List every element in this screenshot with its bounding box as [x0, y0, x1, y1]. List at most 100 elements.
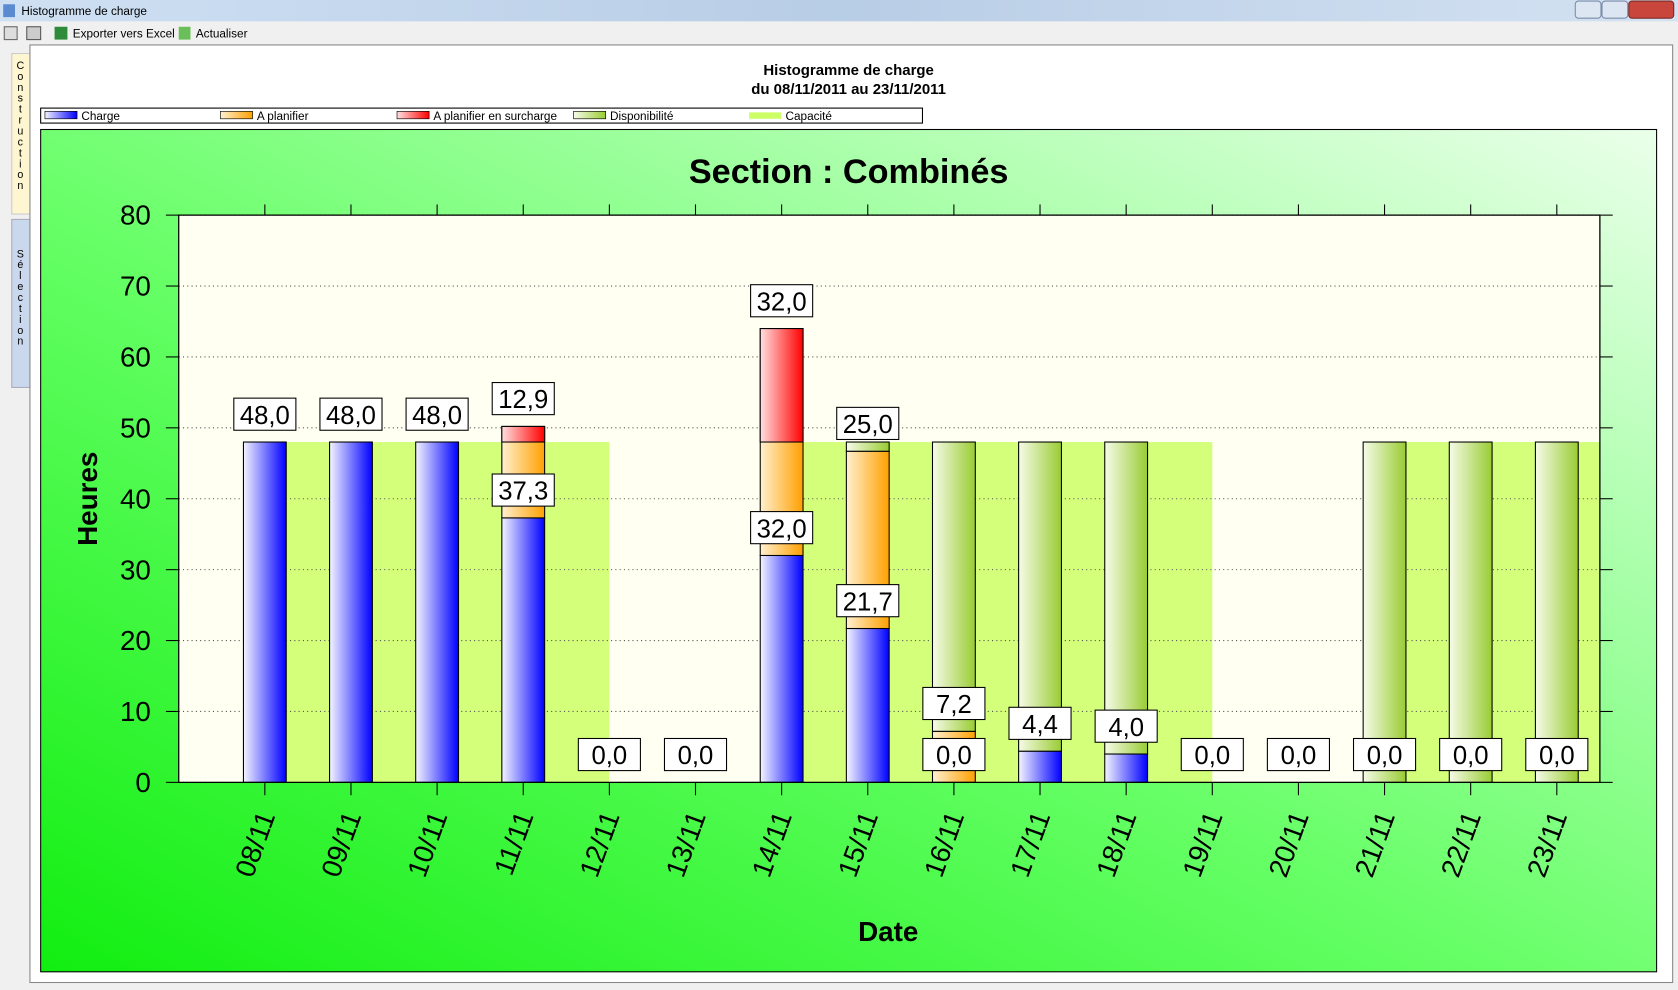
value-label-box — [836, 406, 900, 441]
bar-segment — [1018, 750, 1062, 783]
bar-segment — [501, 425, 546, 443]
value-label-box — [491, 473, 555, 507]
value-label: 4,4 — [1022, 711, 1058, 739]
title-bar — [0, 0, 1678, 22]
plot-border — [178, 214, 1601, 784]
value-label: 21,7 — [843, 588, 893, 616]
legend — [40, 107, 924, 124]
y-tick-label: 20 — [120, 625, 151, 656]
value-label: 0,0 — [1453, 742, 1489, 770]
value-label-box — [1439, 737, 1503, 772]
bar-segment — [845, 627, 890, 783]
value-label: 0,0 — [936, 742, 972, 770]
legend-swatch — [573, 110, 607, 120]
bar-segment — [759, 328, 804, 443]
value-label-box — [1352, 737, 1417, 772]
legend-label: A planifier en surcharge — [433, 110, 557, 123]
y-tick-label: 0 — [135, 767, 150, 798]
side-tab-label: Sélection — [14, 248, 26, 346]
value-label-box — [577, 737, 641, 772]
y-tick-label: 10 — [120, 696, 151, 727]
value-label-box — [922, 686, 986, 721]
value-label-box — [836, 584, 900, 618]
value-label-box — [663, 737, 728, 772]
y-tick-label: 30 — [120, 554, 151, 585]
value-label: 48,0 — [412, 402, 462, 430]
window-title: Histogramme de charge — [21, 5, 147, 18]
value-label-box — [1266, 737, 1330, 772]
preview-button[interactable] — [3, 26, 18, 41]
value-label-box — [922, 737, 986, 772]
excel-icon — [54, 26, 68, 40]
value-label-box — [405, 397, 469, 431]
y-tick-label: 60 — [120, 342, 151, 373]
bar-segment — [759, 554, 804, 783]
bar-segment — [329, 441, 373, 783]
value-label: 25,0 — [843, 411, 893, 439]
value-label: 0,0 — [1281, 742, 1317, 770]
value-label-box — [750, 284, 814, 318]
y-tick-label: 80 — [120, 200, 151, 231]
legend-label: A planifier — [257, 110, 309, 123]
value-label: 0,0 — [1367, 742, 1403, 770]
refresh-button[interactable]: Actualiser — [196, 27, 248, 40]
value-label: 32,0 — [757, 288, 807, 316]
value-label-box — [233, 397, 297, 431]
legend-swatch — [44, 110, 78, 120]
report-subtitle: du 08/11/2011 au 23/11/2011 — [751, 81, 946, 98]
export-excel-button[interactable]: Exporter vers Excel — [73, 27, 175, 40]
y-tick-label: 70 — [120, 271, 151, 302]
minimize-button[interactable] — [1574, 0, 1602, 19]
legend-swatch — [749, 112, 782, 119]
chart-title: Section : Combinés — [689, 153, 1009, 191]
window-controls — [1574, 0, 1675, 19]
bar-segment — [1362, 441, 1407, 783]
x-axis-title: Date — [858, 916, 918, 947]
legend-label: Charge — [81, 110, 120, 123]
legend-label: Capacité — [785, 110, 832, 123]
value-label: 32,0 — [757, 515, 807, 543]
bar-segment — [845, 441, 890, 452]
y-tick-label: 50 — [120, 412, 151, 443]
value-label: 0,0 — [678, 742, 714, 770]
bar-segment — [931, 441, 976, 732]
close-button[interactable] — [1628, 0, 1675, 19]
legend-swatch — [220, 110, 253, 120]
value-label: 0,0 — [592, 742, 628, 770]
value-label: 0,0 — [1194, 742, 1230, 770]
maximize-button[interactable] — [1601, 0, 1629, 19]
value-label: 7,2 — [936, 691, 972, 719]
value-label: 48,0 — [240, 402, 290, 430]
y-axis-title: Heures — [72, 452, 103, 546]
bar-segment — [501, 517, 546, 783]
value-label-box — [1525, 737, 1589, 772]
legend-label: Disponibilité — [610, 110, 674, 123]
value-label: 4,0 — [1108, 714, 1144, 742]
value-label-box — [1094, 709, 1158, 743]
bar-segment — [415, 441, 460, 783]
refresh-icon — [178, 26, 191, 40]
bar-segment — [242, 441, 287, 783]
legend-swatch — [396, 110, 430, 120]
value-label: 0,0 — [1539, 742, 1575, 770]
toolbar — [0, 21, 1678, 45]
value-label-box — [1180, 737, 1244, 772]
bar-segment — [1018, 441, 1062, 752]
side-tab-label: Construction — [14, 60, 26, 191]
report-title: Histogramme de charge — [763, 62, 934, 79]
value-label: 37,3 — [498, 478, 548, 506]
value-label-box — [319, 397, 383, 431]
bar-segment — [1104, 753, 1149, 783]
bar-segment — [1448, 441, 1493, 783]
bar-segment — [1534, 441, 1579, 783]
value-label: 48,0 — [326, 402, 376, 430]
bar-segment — [1104, 441, 1149, 755]
value-label: 12,9 — [498, 386, 548, 414]
app-icon — [3, 4, 15, 18]
y-tick-label: 40 — [120, 483, 151, 514]
value-label-box — [1008, 706, 1072, 740]
value-label-box — [491, 382, 555, 416]
print-button[interactable] — [26, 26, 42, 41]
value-label-box — [750, 511, 814, 545]
